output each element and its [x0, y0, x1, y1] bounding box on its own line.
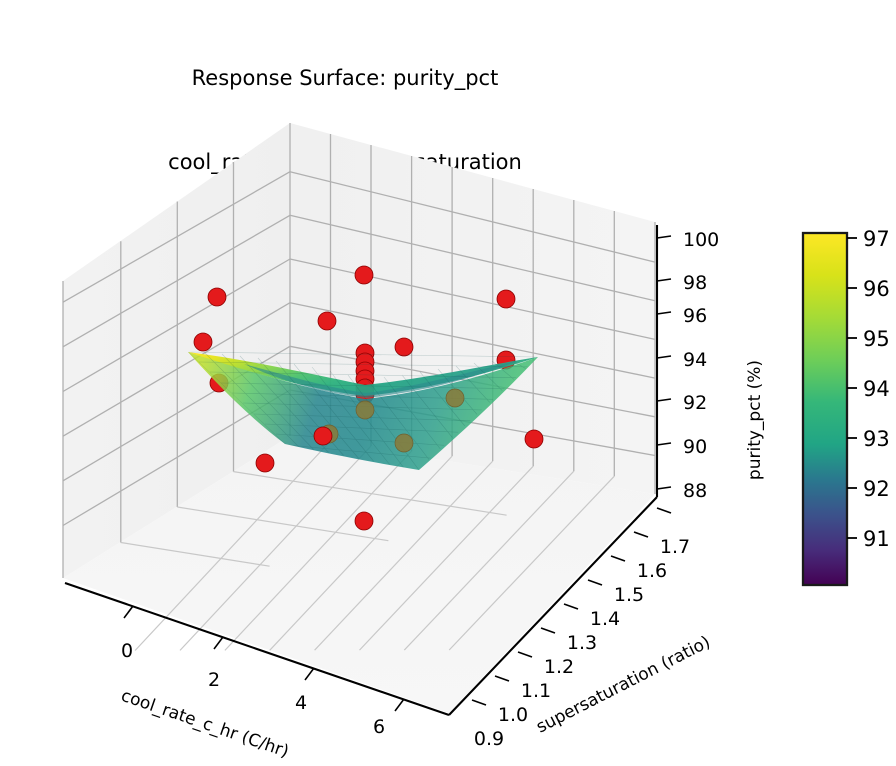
- z-axis-ticks: 88 90 92 94 96 98 100: [656, 229, 719, 502]
- colorbar-tick-label: 97: [863, 227, 890, 251]
- colorbar-tick-label: 96: [863, 277, 890, 301]
- axes-panes: [63, 123, 655, 713]
- x-axis-label: cool_rate_c_hr (C/hr): [118, 686, 291, 762]
- scatter-point: [255, 453, 275, 473]
- scatter-point: [207, 287, 227, 307]
- z-tick-label: 92: [683, 392, 707, 414]
- y-axis-ticks: 0.9 1.0 1.1 1.2 1.3 1.4 1.5 1.6 1.7: [471, 507, 690, 750]
- y-axis-label: supersaturation (ratio): [533, 632, 714, 737]
- scatter-point: [317, 311, 337, 331]
- scatter-point: [496, 289, 516, 309]
- chart-title-line-1: Response Surface: purity_pct: [191, 66, 499, 90]
- surface-mesh-lines: [188, 351, 538, 470]
- scatter-point-under-surface: [394, 433, 414, 453]
- z-tick-label: 90: [683, 436, 707, 458]
- z-tick-label: 96: [683, 305, 707, 327]
- x-tick-label: 6: [373, 716, 385, 738]
- y-tick-label: 1.6: [637, 560, 667, 582]
- colorbar: 97 96 95 94 93 92 91: [801, 227, 890, 587]
- colorbar-frame: [801, 231, 849, 587]
- axis-spines: [64, 225, 659, 716]
- scatter-point: [524, 429, 544, 449]
- y-tick-label: 0.9: [474, 728, 504, 750]
- scatter-point-under-surface: [445, 388, 465, 408]
- x-tick-label: 4: [295, 692, 307, 714]
- y-tick-label: 1.2: [544, 656, 574, 678]
- z-tick-label: 94: [683, 349, 707, 371]
- colorbar-tick-label: 94: [863, 377, 890, 401]
- colorbar-gradient: [803, 233, 847, 585]
- scatter-point: [354, 265, 374, 285]
- scatter-point-under-surface: [355, 400, 375, 420]
- y-tick-label: 1.4: [590, 608, 620, 630]
- z-tick-label: 88: [683, 480, 707, 502]
- surface-valley-band: [244, 360, 520, 398]
- z-tick-label: 98: [683, 272, 707, 294]
- colorbar-tick-label: 92: [863, 477, 890, 501]
- scatter-point: [193, 332, 213, 352]
- scatter-points-lower: [255, 388, 544, 531]
- z-tick-label: 100: [683, 229, 719, 251]
- y-tick-label: 1.0: [498, 704, 528, 726]
- grid-floor: [120, 440, 615, 651]
- scatter-point: [354, 511, 374, 531]
- y-tick-label: 1.5: [614, 584, 644, 606]
- x-axis-ticks: 0 2 4 6: [121, 605, 405, 738]
- x-tick-label: 2: [208, 669, 220, 691]
- x-tick-label: 0: [121, 640, 133, 662]
- y-tick-label: 1.1: [521, 680, 551, 702]
- colorbar-tick-label: 93: [863, 427, 890, 451]
- pane-floor: [63, 436, 655, 713]
- grid-left-wall: [62, 162, 291, 543]
- y-axis-spine: [448, 496, 658, 716]
- grid-back-wall: [289, 134, 656, 477]
- colorbar-tick-label: 95: [863, 327, 890, 351]
- z-axis-label: purity_pct (%): [745, 360, 765, 480]
- scatter-point: [313, 426, 333, 446]
- scatter-point: [394, 337, 414, 357]
- x-axis-spine: [64, 582, 450, 716]
- y-tick-label: 1.7: [660, 536, 690, 558]
- y-tick-label: 1.3: [567, 632, 597, 654]
- colorbar-tick-label: 91: [863, 527, 890, 551]
